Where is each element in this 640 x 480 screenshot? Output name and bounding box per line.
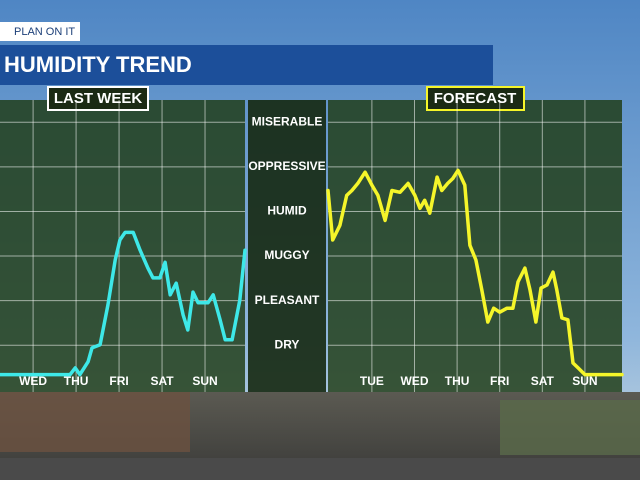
x-tick-label: SAT [150,374,174,388]
road [0,458,640,480]
tag-box [0,22,80,41]
x-tick-label: TUE [360,374,384,388]
panel-title: LAST WEEK [54,90,142,107]
x-tick-label: SUN [192,374,217,388]
y-tick-label: OPPRESSIVE [248,159,325,173]
x-tick-label: WED [19,374,47,388]
panel-forecast [328,100,622,392]
x-tick-label: THU [445,374,470,388]
y-tick-label: DRY [275,337,300,351]
y-tick-label: MISERABLE [252,114,323,128]
x-tick-label: SUN [572,374,597,388]
panel-title: FORECAST [434,90,517,107]
buildings [0,392,190,452]
panel-last-week [0,100,245,392]
x-tick-label: THU [64,374,89,388]
humidity-line [0,230,247,377]
y-tick-label: PLEASANT [255,293,320,307]
y-tick-label: HUMID [267,204,307,218]
x-tick-label: FRI [490,374,509,388]
x-tick-label: WED [400,374,428,388]
title-box [47,86,149,111]
x-tick-label: SAT [531,374,555,388]
humidity-line [326,168,624,377]
trees [500,400,640,455]
y-tick-label: MUGGY [264,248,309,262]
tag: PLAN ON IT [14,26,75,38]
charts: DRY PLEASANT MUGGY HUMID OPPRESSIVE MISERABLE… [0,90,624,392]
title: HUMIDITY TREND [4,52,192,77]
x-tick-label: FRI [109,374,128,388]
label-column [248,100,326,392]
title-banner [0,45,493,85]
